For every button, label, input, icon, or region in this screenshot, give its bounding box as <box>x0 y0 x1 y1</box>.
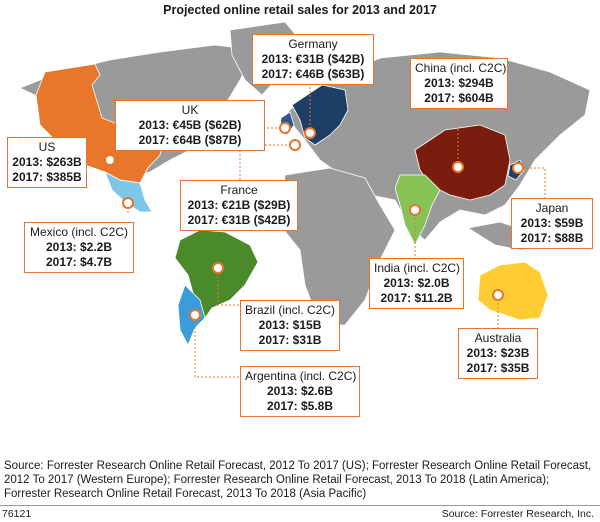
label-mexico-2017: 2017: $4.7B <box>45 255 113 269</box>
label-china-2017: 2017: $604B <box>424 91 494 105</box>
label-brazil: Brazil (incl. C2C) 2013: $15B 2017: $31B <box>240 300 340 351</box>
source-note: Source: Forrester Research Online Retail… <box>4 460 592 500</box>
marker-china <box>452 161 464 173</box>
figure-id: 76121 <box>2 508 32 520</box>
label-argentina-2013: 2013: $2.6B <box>266 384 334 398</box>
label-us-2013: 2013: $263B <box>12 155 82 169</box>
label-argentina-name: Argentina (incl. C2C) <box>245 369 357 383</box>
label-australia: Australia 2013: $23B 2017: $35B <box>458 328 538 379</box>
label-germany: Germany 2013: €31B ($42B) 2017: €46B ($6… <box>252 34 374 85</box>
marker-argentina <box>189 309 201 321</box>
label-japan-name: Japan <box>535 201 569 215</box>
label-us-name: US <box>38 140 56 154</box>
leader-japan <box>518 167 546 200</box>
label-uk-name: UK <box>181 103 199 117</box>
leader-brazil <box>217 268 240 306</box>
label-uk-2013: 2013: €45B ($62B) <box>138 118 242 132</box>
label-mexico-2013: 2013: $2.2B <box>45 240 113 254</box>
label-uk-2017: 2017: €64B ($87B) <box>138 133 242 147</box>
marker-france <box>289 139 301 151</box>
label-brazil-name: Brazil (incl. C2C) <box>245 303 336 317</box>
label-brazil-2017: 2017: $31B <box>258 333 322 347</box>
marker-india <box>409 204 421 216</box>
label-uk: UK 2013: €45B ($62B) 2017: €64B ($87B) <box>115 100 265 151</box>
australia-shape <box>477 261 549 321</box>
label-brazil-2013: 2013: $15B <box>258 318 322 332</box>
marker-us <box>104 154 116 166</box>
label-france-2013: 2013: €21B ($29B) <box>187 198 291 212</box>
marker-brazil <box>212 262 224 274</box>
marker-mexico <box>122 197 134 209</box>
label-france-2017: 2017: €31B ($42B) <box>187 213 291 227</box>
label-mexico: Mexico (incl. C2C) 2013: $2.2B 2017: $4.… <box>24 222 134 273</box>
label-argentina: Argentina (incl. C2C) 2013: $2.6B 2017: … <box>240 366 360 417</box>
label-australia-2013: 2013: $23B <box>466 346 530 360</box>
label-australia-2017: 2017: $35B <box>466 361 530 375</box>
leader-argentina <box>194 315 240 378</box>
mexico-shape <box>104 171 153 213</box>
label-france-name: France <box>220 183 258 197</box>
label-india-2013: 2013: $2.0B <box>383 276 450 290</box>
label-us-2017: 2017: $385B <box>12 170 82 184</box>
marker-japan <box>512 162 524 174</box>
label-india: India (incl. C2C) 2013: $2.0B 2017: $11.… <box>369 258 464 309</box>
label-china-2013: 2013: $294B <box>424 76 494 90</box>
label-us: US 2013: $263B 2017: $385B <box>7 137 87 188</box>
label-australia-name: Australia <box>474 331 522 345</box>
label-germany-2013: 2013: €31B ($42B) <box>261 52 365 66</box>
land-africa <box>279 167 396 326</box>
marker-australia <box>492 289 504 301</box>
label-japan-2013: 2013: $59B <box>520 216 584 230</box>
label-argentina-2017: 2017: $5.8B <box>266 399 334 413</box>
marker-uk <box>279 122 291 134</box>
label-germany-2017: 2017: €46B ($63B) <box>261 67 365 81</box>
source-credit: Source: Forrester Research, Inc. <box>441 508 594 520</box>
label-china-name: China (incl. C2C) <box>415 61 507 75</box>
label-china: China (incl. C2C) 2013: $294B 2017: $604… <box>410 58 508 109</box>
label-japan: Japan 2013: $59B 2017: $88B <box>511 198 593 249</box>
label-india-name: India (incl. C2C) <box>374 261 461 275</box>
label-germany-name: Germany <box>288 37 338 51</box>
label-mexico-name: Mexico (incl. C2C) <box>29 225 128 239</box>
map-title: Projected online retail sales for 2013 a… <box>163 3 437 17</box>
label-japan-2017: 2017: $88B <box>520 231 584 245</box>
marker-germany <box>304 127 316 139</box>
label-india-2017: 2017: $11.2B <box>380 291 453 305</box>
label-france: France 2013: €21B ($29B) 2017: €31B ($42… <box>180 180 298 231</box>
footer-divider <box>0 505 600 506</box>
